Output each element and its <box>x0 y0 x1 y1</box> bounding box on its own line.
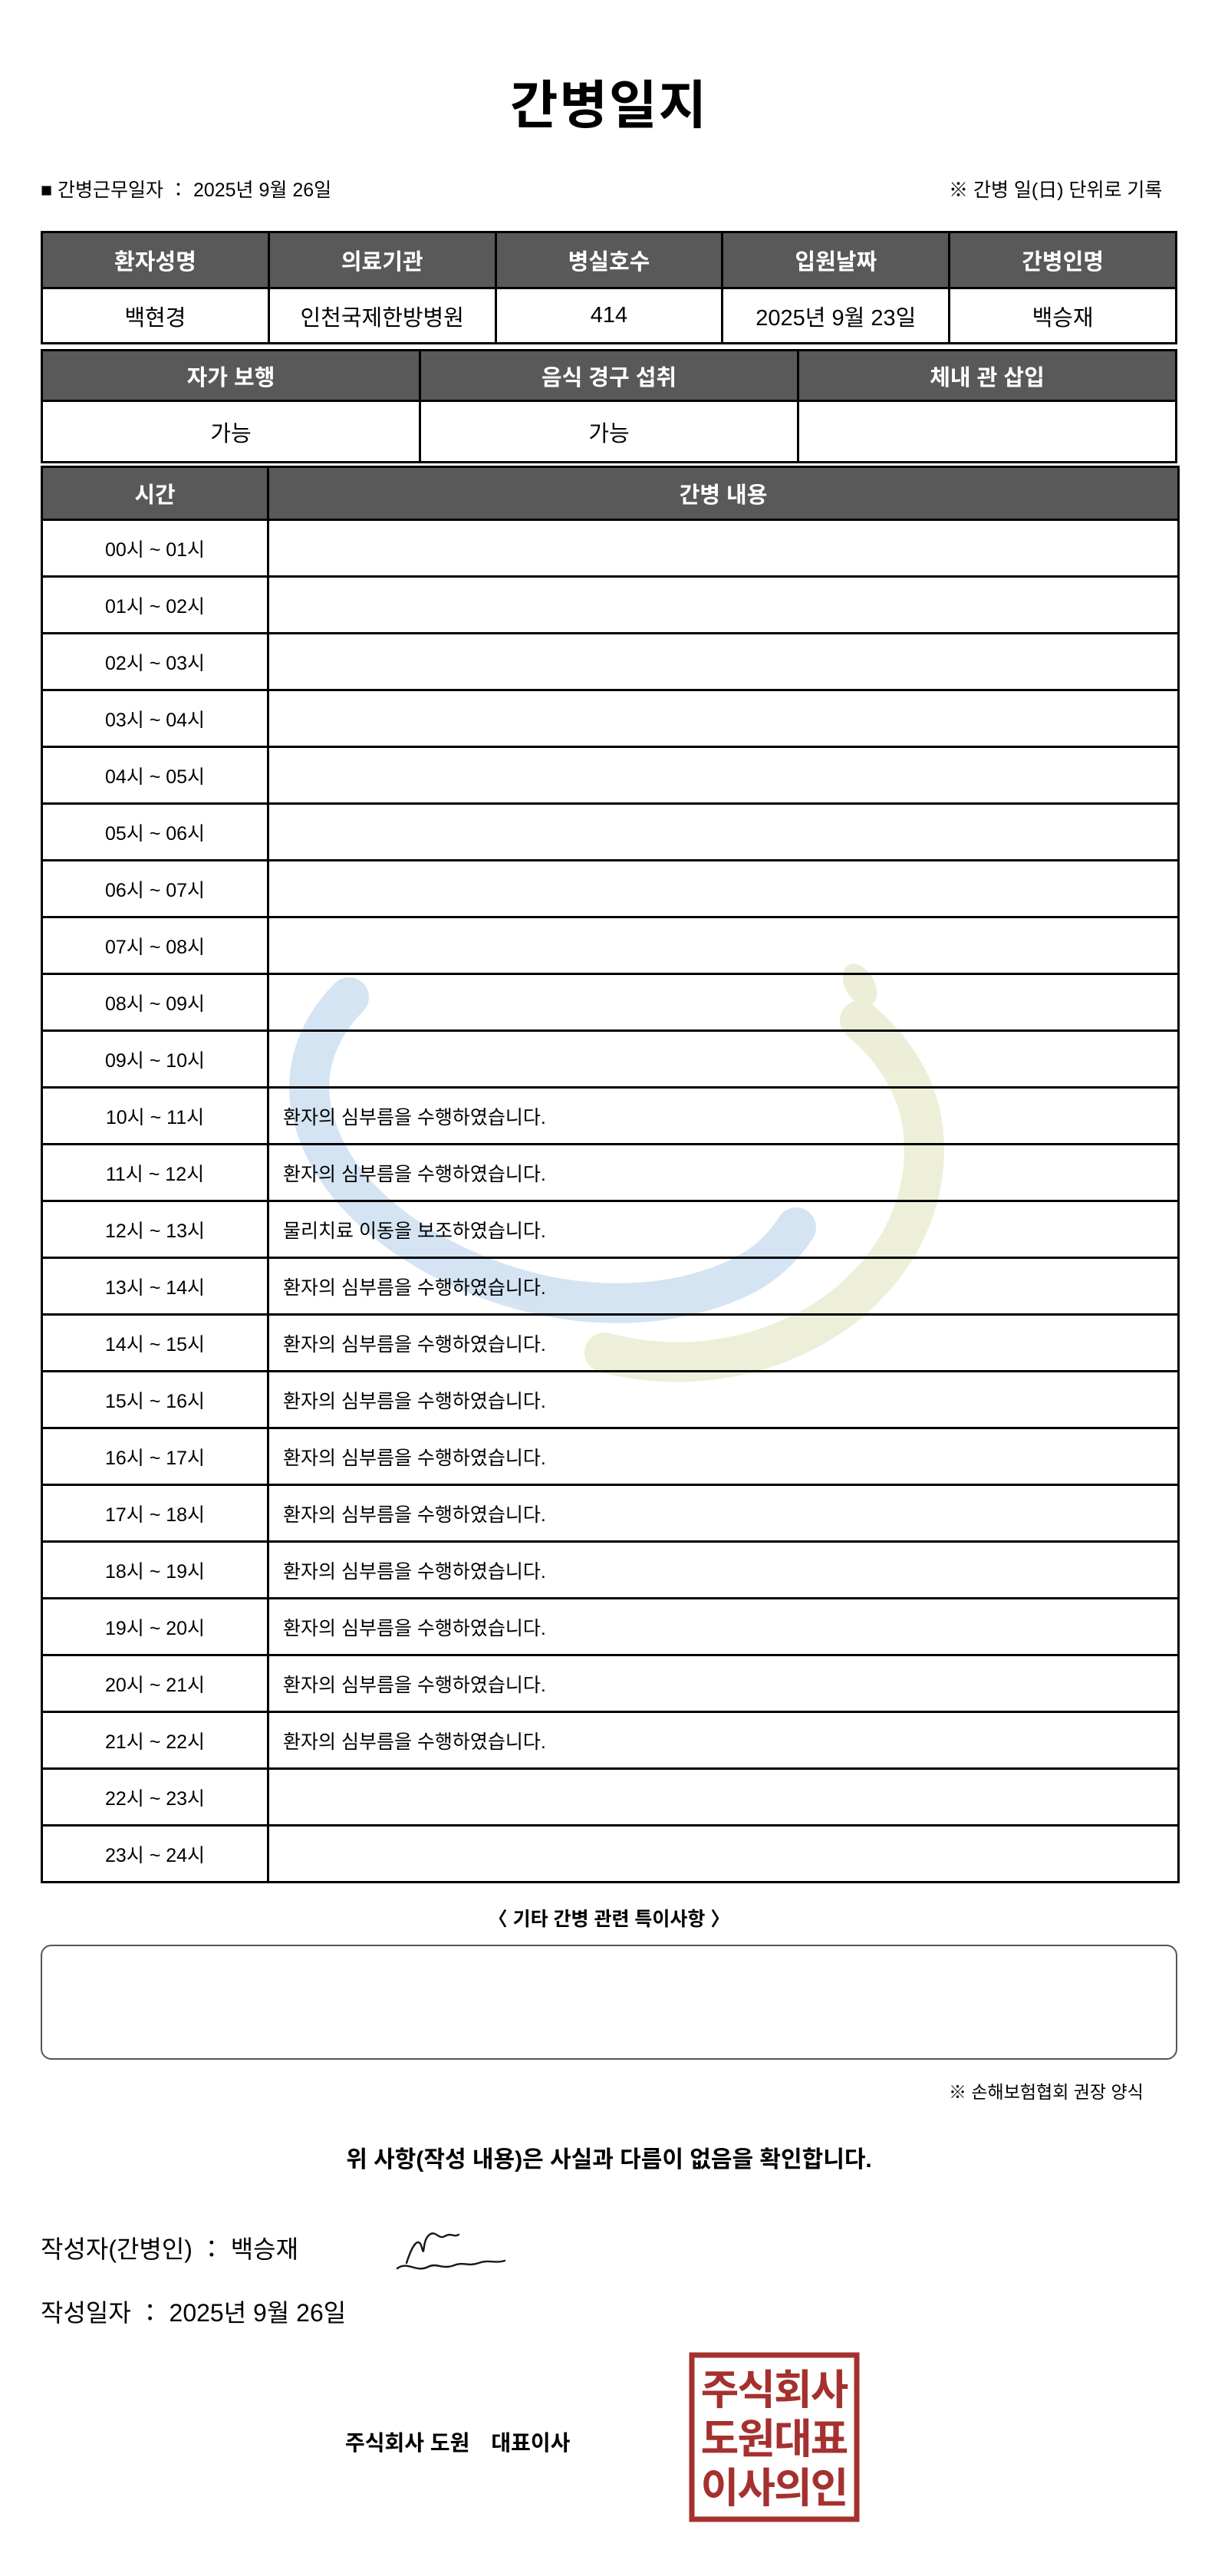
svg-text:이사의인: 이사의인 <box>701 2454 848 2515</box>
